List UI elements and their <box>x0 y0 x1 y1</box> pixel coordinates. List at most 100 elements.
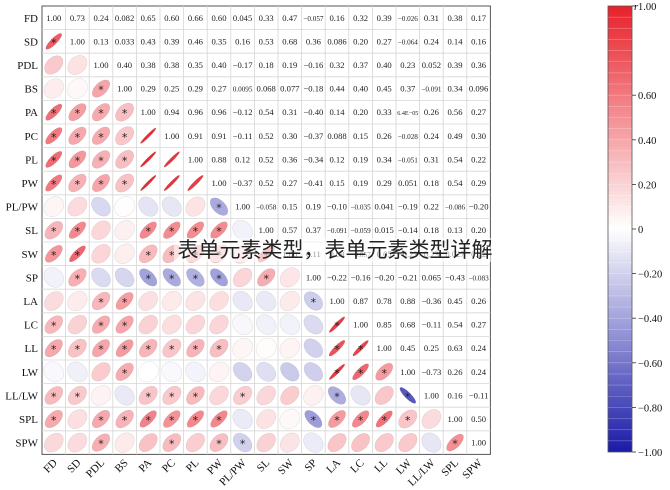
correlation-value-label: 0.077 <box>280 84 300 94</box>
correlation-ellipse <box>114 220 135 241</box>
significance-marker: * <box>216 414 222 427</box>
correlation-value-label: 0.13 <box>93 36 108 46</box>
correlation-ellipse <box>163 151 180 168</box>
correlation-value-label: −0.083 <box>468 274 489 282</box>
correlation-ellipse <box>43 78 64 99</box>
colorbar-title: r <box>634 1 639 13</box>
significance-marker: * <box>75 154 81 167</box>
correlation-value-label: 0.29 <box>141 84 156 94</box>
correlation-value-label: 0.20 <box>353 36 368 46</box>
correlation-ellipse <box>279 337 301 359</box>
correlation-value-label: −0.22 <box>327 272 347 282</box>
column-label: SP <box>302 457 319 474</box>
correlation-ellipse <box>114 432 135 453</box>
correlation-ellipse <box>328 410 346 428</box>
correlation-value-label: 0.96 <box>211 107 227 117</box>
correlation-value-label: 0.29 <box>471 178 486 188</box>
significance-marker: * <box>51 154 57 167</box>
correlation-ellipse <box>138 433 158 453</box>
correlation-ellipse <box>208 361 230 383</box>
correlation-ellipse <box>303 291 323 311</box>
correlation-value-label: 1.00 <box>377 343 392 353</box>
column-label: LC <box>348 457 366 475</box>
correlation-value-label: 0.25 <box>164 84 179 94</box>
correlation-value-label: 1.00 <box>93 60 108 70</box>
correlation-ellipse <box>163 174 180 192</box>
correlation-ellipse <box>67 385 87 405</box>
correlation-ellipse <box>256 409 277 429</box>
significance-marker: * <box>216 272 222 285</box>
correlation-value-label: −0.051 <box>398 156 419 164</box>
correlation-value-label: 0.30 <box>471 131 486 141</box>
correlation-value-label: 0.24 <box>93 13 109 23</box>
significance-marker: * <box>452 438 458 451</box>
correlation-value-label: 0.54 <box>259 107 275 117</box>
correlation-ellipse <box>280 385 300 405</box>
correlation-ellipse <box>186 221 205 239</box>
correlation-value-label: 0.19 <box>306 202 321 212</box>
significance-marker: * <box>122 414 128 427</box>
correlation-value-label: 1.00 <box>282 249 297 259</box>
correlation-value-label: 0.27 <box>282 178 298 188</box>
row-label: LL <box>25 343 39 355</box>
significance-marker: * <box>51 225 57 238</box>
correlation-value-label: 0.45 <box>447 296 462 306</box>
significance-marker: * <box>334 343 340 356</box>
row-label: SW <box>22 249 39 261</box>
correlation-value-label: 0.33 <box>377 107 392 117</box>
correlation-value-label: 0.16 <box>447 390 463 400</box>
correlation-ellipse <box>186 268 205 287</box>
correlation-value-label: 0.26 <box>447 367 463 377</box>
correlation-ellipse <box>256 314 277 335</box>
correlation-value-label: 0.11 <box>306 249 321 259</box>
correlation-ellipse <box>209 433 229 452</box>
correlation-ellipse <box>328 363 346 380</box>
colorbar-tick-label: −0.40 <box>638 314 662 325</box>
significance-marker: * <box>98 131 104 144</box>
colorbar-tick-label: −1.00 <box>638 448 662 459</box>
significance-marker: * <box>145 249 151 262</box>
row-label: SPW <box>15 438 38 450</box>
correlation-ellipse <box>187 174 204 192</box>
correlation-value-label: 0.38 <box>141 60 156 70</box>
correlation-value-label: 0.24 <box>424 36 440 46</box>
correlation-ellipse <box>209 314 229 335</box>
correlation-value-label: 1.00 <box>46 13 61 23</box>
correlation-ellipse <box>185 361 206 383</box>
correlation-value-label: 0.23 <box>400 60 415 70</box>
correlation-value-label: −0.059 <box>350 227 371 235</box>
correlation-value-label: 0.29 <box>188 84 203 94</box>
correlation-value-label: 0.18 <box>424 225 439 235</box>
significance-marker: * <box>51 178 57 191</box>
significance-marker: * <box>193 414 199 427</box>
correlation-ellipse <box>303 314 324 335</box>
correlation-ellipse <box>91 220 111 240</box>
correlation-value-label: 0.40 <box>117 60 132 70</box>
correlation-value-label: 0.35 <box>211 36 226 46</box>
correlation-ellipse <box>163 221 181 239</box>
column-label: LL/LW <box>406 457 438 489</box>
correlation-value-label: 0.17 <box>471 13 487 23</box>
row-label: PA <box>25 107 38 119</box>
colorbar-tick-label: 0.20 <box>638 180 656 191</box>
correlation-value-label: 0.096 <box>469 84 489 94</box>
significance-marker: * <box>75 225 81 238</box>
correlation-ellipse <box>232 337 253 359</box>
correlation-ellipse <box>232 267 253 288</box>
correlation-value-label: 0.24 <box>471 343 487 353</box>
correlation-value-label: 1.00 <box>164 131 179 141</box>
correlation-value-label: 0.39 <box>164 36 179 46</box>
correlation-value-label: 0.46 <box>188 36 204 46</box>
correlation-ellipse <box>327 433 347 453</box>
correlation-ellipse <box>91 173 111 193</box>
significance-marker: * <box>311 414 317 427</box>
correlation-value-label: 0.26 <box>424 107 440 117</box>
correlation-value-label: 0.09 <box>329 249 344 259</box>
correlation-value-label: 0.24 <box>424 131 440 141</box>
significance-marker: * <box>98 178 104 191</box>
correlation-ellipse <box>115 292 134 310</box>
correlation-ellipse <box>162 268 181 287</box>
correlation-ellipse <box>256 432 276 453</box>
significance-marker: * <box>381 367 387 380</box>
